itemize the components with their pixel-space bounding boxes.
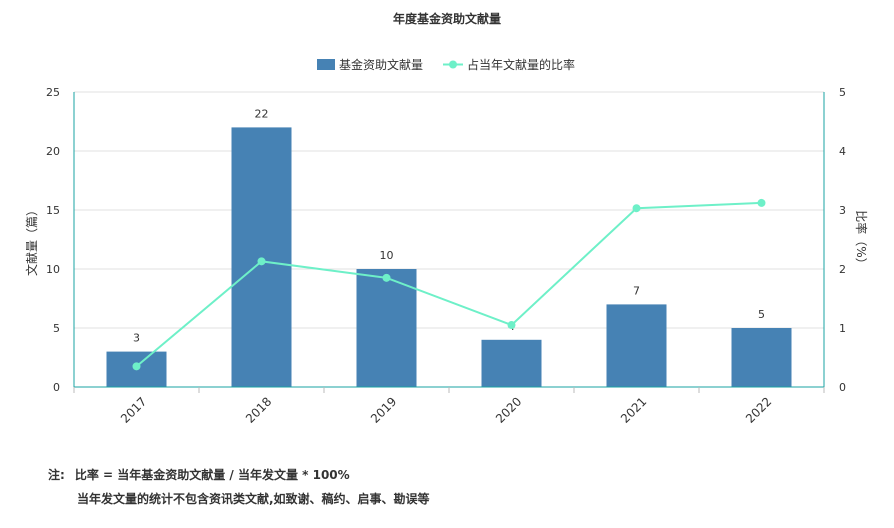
note-label: 注:: [48, 468, 65, 482]
bar-data-label: 22: [255, 107, 269, 120]
left-axis-ticks: 0 5 10 15 20 25: [46, 86, 60, 394]
right-tick-label: 2: [839, 263, 846, 276]
bar: [481, 339, 542, 387]
chart: 年度基金资助文献量 基金资助文献量 占当年文献量的比率 32210475 051…: [24, 11, 869, 426]
left-axis-label: 文献量（篇）: [24, 204, 39, 276]
line-point: [257, 257, 266, 266]
right-tick-label: 3: [839, 204, 846, 217]
line-path: [135, 201, 762, 368]
x-tick-label: 2020: [493, 394, 524, 425]
chart-title: 年度基金资助文献量: [393, 11, 501, 26]
left-tick-label: 10: [46, 263, 60, 276]
x-tick-label: 2018: [243, 394, 274, 425]
left-tick-label: 0: [53, 381, 60, 394]
note-line-1: 注: 比率 = 当年基金资助文献量 / 当年发文量 * 100%: [48, 466, 350, 483]
right-tick-label: 4: [839, 145, 846, 158]
left-tick-label: 20: [46, 145, 60, 158]
bar-data-label: 3: [133, 332, 140, 345]
x-tick-label: 2019: [368, 394, 399, 425]
line-point: [757, 198, 766, 207]
line-point: [507, 321, 516, 330]
bar-data-label: 7: [633, 284, 640, 297]
left-tick-label: 5: [53, 322, 60, 335]
bar: [731, 328, 792, 387]
x-tick-label: 2022: [743, 394, 774, 425]
legend-line-marker: [449, 60, 457, 69]
note-formula: 比率 = 当年基金资助文献量 / 当年发文量 * 100%: [74, 468, 350, 482]
legend-line-label[interactable]: 占当年文献量的比率: [467, 57, 575, 72]
x-axis-ticks: 2017 2018 2019 2020 2021 2022: [118, 394, 774, 425]
right-tick-label: 1: [839, 322, 846, 335]
line-point: [382, 273, 391, 282]
x-tick-label: 2021: [618, 394, 649, 425]
legend[interactable]: 基金资助文献量 占当年文献量的比率: [317, 57, 575, 72]
right-axis-ticks: 0 1 2 3 4 5: [839, 86, 846, 394]
legend-bar-label[interactable]: 基金资助文献量: [339, 57, 423, 72]
bar-data-labels: 32210475: [133, 107, 765, 344]
x-tick-label: 2017: [118, 394, 149, 425]
right-tick-label: 5: [839, 86, 846, 99]
legend-bar-swatch: [317, 59, 335, 70]
bar-data-label: 10: [380, 249, 394, 262]
bar: [231, 127, 292, 388]
axes: [73, 92, 825, 393]
line-point: [132, 362, 141, 371]
bar-series: [106, 127, 792, 388]
left-tick-label: 15: [46, 204, 60, 217]
gridlines: [74, 91, 824, 329]
left-tick-label: 25: [46, 86, 60, 99]
line-series: [132, 198, 766, 371]
right-axis-label: 比率（%）: [854, 210, 869, 269]
line-point: [632, 204, 641, 213]
bar: [356, 269, 417, 387]
bar-data-label: 5: [758, 308, 765, 321]
note-line-2: 当年发文量的统计不包含资讯类文献,如致谢、稿约、启事、勘误等: [77, 492, 430, 506]
bar: [606, 304, 667, 387]
right-tick-label: 0: [839, 381, 846, 394]
